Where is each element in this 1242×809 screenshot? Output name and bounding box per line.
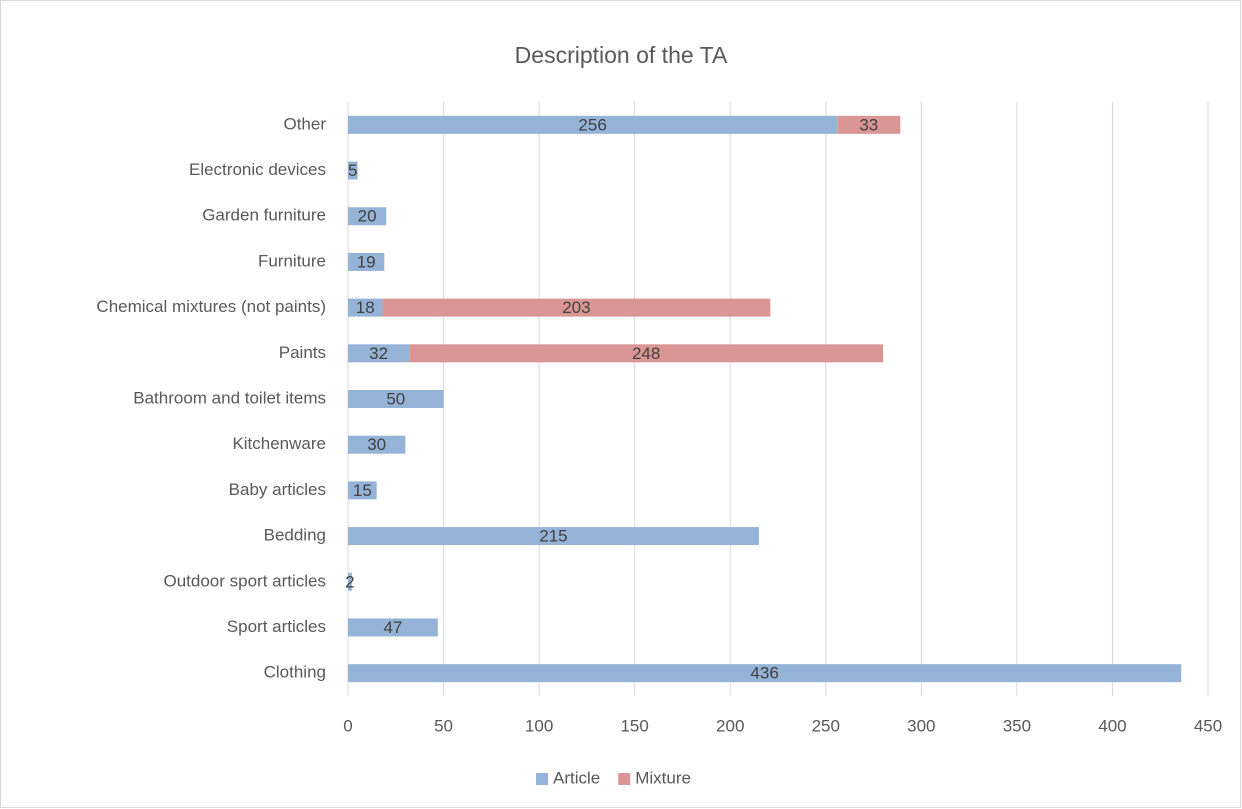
y-tick-label: Other xyxy=(283,114,326,133)
data-label: 215 xyxy=(539,527,567,546)
y-tick-label: Bedding xyxy=(264,526,326,545)
y-tick-label: Kitchenware xyxy=(232,434,326,453)
y-tick-label: Sport articles xyxy=(227,617,326,636)
bar xyxy=(348,527,759,546)
legend-swatch xyxy=(536,773,548,785)
y-tick-label: Chemical mixtures (not paints) xyxy=(96,297,326,316)
bar xyxy=(348,115,838,134)
legend-label: Mixture xyxy=(635,768,691,787)
data-label: 32 xyxy=(369,344,388,363)
x-tick-label: 150 xyxy=(620,716,648,735)
x-tick-label: 400 xyxy=(1098,716,1126,735)
data-label: 2 xyxy=(345,572,354,591)
y-tick-label: Electronic devices xyxy=(189,160,326,179)
legend-label: Article xyxy=(553,768,600,787)
bar xyxy=(348,298,383,317)
x-tick-label: 50 xyxy=(434,716,453,735)
bar xyxy=(348,207,387,226)
data-label: 256 xyxy=(578,115,606,134)
data-label: 50 xyxy=(386,389,405,408)
x-tick-label: 0 xyxy=(343,716,352,735)
chart-title: Description of the TA xyxy=(515,42,728,68)
bar xyxy=(348,572,352,591)
data-label: 19 xyxy=(357,252,376,271)
bar xyxy=(348,435,406,454)
bar xyxy=(409,344,884,363)
bar xyxy=(382,298,771,317)
bar xyxy=(348,161,358,180)
x-tick-label: 100 xyxy=(525,716,553,735)
bar xyxy=(348,664,1182,683)
bar xyxy=(837,115,901,134)
x-tick-label: 450 xyxy=(1194,716,1222,735)
bar xyxy=(348,390,444,408)
data-label: 436 xyxy=(750,664,778,683)
bar xyxy=(348,481,377,500)
bar xyxy=(348,618,438,637)
y-tick-label: Baby articles xyxy=(229,480,326,499)
y-tick-label: Paints xyxy=(279,343,326,362)
data-label: 15 xyxy=(353,481,372,500)
y-tick-label: Garden furniture xyxy=(202,206,326,225)
data-label: 248 xyxy=(632,344,660,363)
data-label: 20 xyxy=(358,207,377,226)
bar xyxy=(348,252,385,271)
data-label: 18 xyxy=(356,298,375,317)
data-label: 5 xyxy=(348,161,357,180)
x-tick-label: 250 xyxy=(812,716,840,735)
data-label: 30 xyxy=(367,435,386,454)
y-tick-label: Outdoor sport articles xyxy=(163,571,326,590)
x-tick-label: 300 xyxy=(907,716,935,735)
bar xyxy=(348,344,410,363)
y-tick-label: Furniture xyxy=(258,251,326,270)
y-tick-label: Bathroom and toilet items xyxy=(133,388,326,407)
x-tick-label: 350 xyxy=(1003,716,1031,735)
data-label: 33 xyxy=(859,115,878,134)
x-tick-label: 200 xyxy=(716,716,744,735)
data-label: 203 xyxy=(562,298,590,317)
y-tick-label: Clothing xyxy=(264,663,326,682)
data-label: 47 xyxy=(383,618,402,637)
legend-swatch xyxy=(618,773,631,785)
